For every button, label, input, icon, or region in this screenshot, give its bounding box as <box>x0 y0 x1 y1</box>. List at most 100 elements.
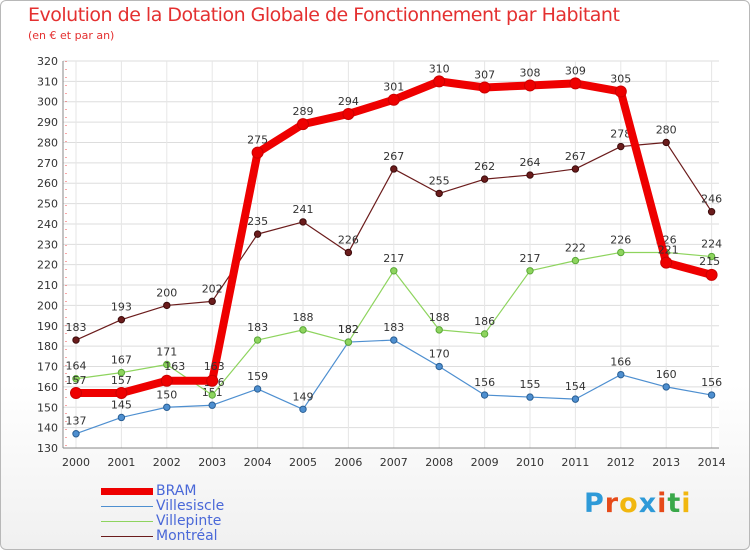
y-tick-label: 270 <box>37 157 58 170</box>
data-point-villesiscle <box>208 401 216 409</box>
data-label-villesiscle: 155 <box>520 378 541 391</box>
data-label-montréal: 262 <box>474 160 495 173</box>
data-point-bram <box>342 107 355 120</box>
data-label-bram: 163 <box>204 360 225 373</box>
data-point-montréal <box>72 336 80 344</box>
logo-letter: i <box>657 488 668 519</box>
data-label-montréal: 280 <box>656 123 677 136</box>
data-point-bram <box>478 81 491 94</box>
data-point-villesiscle <box>163 403 171 411</box>
y-tick-label: 150 <box>37 401 58 414</box>
data-point-villepinte <box>344 338 353 346</box>
data-point-villepinte <box>117 368 126 377</box>
logo-letter: o <box>619 488 639 519</box>
data-label-villesiscle: 145 <box>111 398 132 411</box>
logo-letter: P <box>584 488 605 519</box>
data-point-villepinte <box>299 326 307 334</box>
logo-letter: x <box>638 488 658 519</box>
data-point-bram <box>297 118 309 131</box>
data-point-bram <box>206 374 219 387</box>
data-label-villesiscle: 156 <box>701 376 722 389</box>
data-label-villesiscle: 149 <box>293 390 314 403</box>
x-tick-label: 2010 <box>516 456 544 469</box>
data-point-bram <box>524 79 536 92</box>
x-tick-label: 2008 <box>425 456 453 469</box>
y-tick-label: 320 <box>37 55 58 68</box>
data-point-villesiscle <box>390 336 398 344</box>
chart-subtitle: (en € et par an) <box>28 29 115 42</box>
data-label-bram: 275 <box>247 134 268 147</box>
data-label-villesiscle: 137 <box>66 415 87 428</box>
y-tick-label: 130 <box>37 442 58 455</box>
data-label-montréal: 264 <box>520 156 541 169</box>
y-tick-label: 230 <box>37 238 58 251</box>
data-point-villepinte <box>390 267 398 275</box>
y-tick-label: 180 <box>37 340 58 353</box>
data-label-montréal: 267 <box>383 150 404 163</box>
data-label-montréal: 255 <box>429 174 450 187</box>
data-point-bram <box>251 146 264 159</box>
data-point-villepinte <box>526 267 534 275</box>
data-point-villesiscle <box>299 405 307 413</box>
data-point-villesiscle <box>435 362 443 371</box>
x-tick-label: 2004 <box>244 456 272 469</box>
data-label-montréal: 226 <box>338 233 359 246</box>
y-tick-label: 290 <box>37 116 58 129</box>
legend-label-bram: BRAM <box>156 483 197 499</box>
data-point-montréal <box>526 171 534 179</box>
logo-letter: r <box>604 488 620 519</box>
y-tick-label: 190 <box>37 320 58 333</box>
data-point-montréal <box>480 175 489 183</box>
data-point-villepinte <box>72 375 80 383</box>
data-label-bram: 307 <box>474 68 495 81</box>
y-tick-label: 220 <box>37 259 58 272</box>
data-point-bram <box>387 93 400 106</box>
legend-swatch-montreal <box>101 536 153 537</box>
data-label-bram: 215 <box>699 255 720 268</box>
legend-label-villepinte: Villepinte <box>156 513 222 529</box>
data-point-montréal <box>299 218 307 226</box>
data-point-montréal <box>117 315 126 324</box>
data-point-villepinte <box>480 330 489 338</box>
legend-swatch-bram <box>101 488 153 495</box>
legend-label-villesiscle: Villesiscle <box>156 498 225 514</box>
data-point-bram <box>705 268 718 281</box>
data-point-villesiscle <box>662 383 670 391</box>
x-tick-label: 2009 <box>471 456 499 469</box>
y-tick-label: 300 <box>37 96 58 109</box>
data-label-montréal: 246 <box>701 193 722 206</box>
data-label-villesiscle: 183 <box>383 321 404 334</box>
data-point-montréal <box>707 208 716 216</box>
x-tick-label: 2000 <box>62 456 90 469</box>
data-point-montréal <box>253 230 262 238</box>
data-label-bram: 294 <box>338 95 359 108</box>
data-point-villesiscle <box>480 391 489 399</box>
data-point-montréal <box>344 248 353 257</box>
data-label-villepinte: 217 <box>383 252 404 265</box>
x-tick-label: 2007 <box>380 456 408 469</box>
data-label-montréal: 241 <box>293 203 314 216</box>
data-point-bram <box>70 387 82 400</box>
x-tick-label: 2011 <box>561 456 589 469</box>
data-label-villepinte: 167 <box>111 354 132 367</box>
data-label-villesiscle: 156 <box>474 376 495 389</box>
data-label-bram: 301 <box>383 81 404 94</box>
legend-swatch-villesiscle <box>101 506 153 507</box>
x-tick-label: 2003 <box>198 456 226 469</box>
data-point-montréal <box>390 165 398 173</box>
data-point-montréal <box>208 297 216 306</box>
data-label-bram: 157 <box>111 374 132 387</box>
legend-label-montreal: Montréal <box>156 528 218 544</box>
x-tick-label: 2012 <box>607 456 635 469</box>
y-tick-label: 170 <box>37 361 58 374</box>
data-label-montréal: 202 <box>202 282 223 295</box>
data-label-villepinte: 164 <box>66 360 87 373</box>
legend-swatch-villepinte <box>101 521 153 522</box>
data-label-bram: 308 <box>520 66 541 79</box>
data-point-villepinte <box>435 326 443 334</box>
data-label-villepinte: 171 <box>156 345 177 358</box>
logo-letter: i <box>681 488 692 519</box>
data-label-montréal: 235 <box>247 215 268 228</box>
data-label-bram: 305 <box>610 73 631 86</box>
